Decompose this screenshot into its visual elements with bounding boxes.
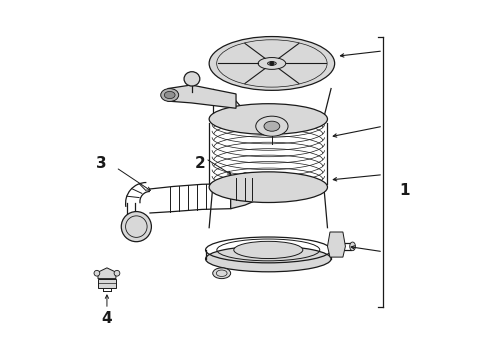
Polygon shape bbox=[327, 232, 345, 257]
Ellipse shape bbox=[268, 62, 276, 65]
Ellipse shape bbox=[164, 91, 175, 99]
Polygon shape bbox=[98, 268, 116, 279]
Polygon shape bbox=[231, 173, 258, 209]
Text: 3: 3 bbox=[96, 156, 107, 171]
Ellipse shape bbox=[264, 121, 280, 131]
Ellipse shape bbox=[234, 241, 303, 258]
Ellipse shape bbox=[94, 270, 100, 276]
Ellipse shape bbox=[270, 61, 274, 66]
Ellipse shape bbox=[209, 172, 327, 203]
Ellipse shape bbox=[184, 72, 200, 86]
Ellipse shape bbox=[213, 268, 231, 279]
Ellipse shape bbox=[209, 37, 335, 90]
Ellipse shape bbox=[205, 246, 331, 272]
Ellipse shape bbox=[122, 212, 151, 242]
Ellipse shape bbox=[209, 104, 327, 134]
Ellipse shape bbox=[161, 89, 179, 102]
Ellipse shape bbox=[256, 116, 288, 136]
Ellipse shape bbox=[258, 58, 286, 69]
Text: 4: 4 bbox=[101, 311, 112, 325]
Text: 1: 1 bbox=[399, 183, 410, 198]
Bar bbox=[98, 279, 116, 288]
Ellipse shape bbox=[114, 270, 120, 276]
Polygon shape bbox=[168, 85, 236, 108]
Ellipse shape bbox=[350, 242, 355, 251]
Text: 2: 2 bbox=[195, 156, 205, 171]
